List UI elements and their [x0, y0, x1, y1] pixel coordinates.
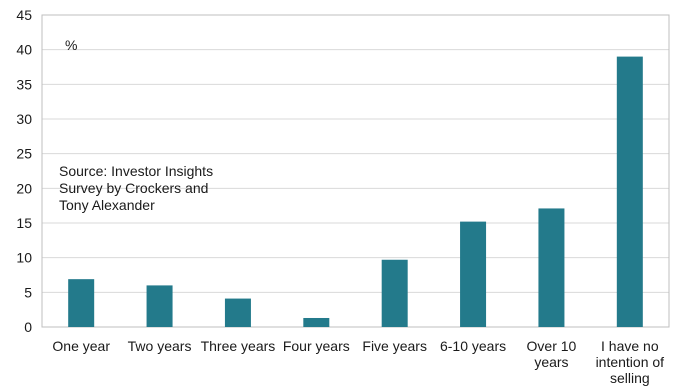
bar	[616, 56, 643, 327]
x-category-label: Four years	[283, 338, 350, 354]
plot-frame	[41, 14, 670, 328]
source-annotation: Source: Investor Insights Survey by Croc…	[59, 163, 214, 213]
bar	[381, 259, 408, 327]
y-axis-ticks: 0 5 10 15 20 25 30 35 40 45	[16, 7, 32, 335]
y-tick-label: 20	[16, 180, 32, 196]
bar	[538, 208, 565, 327]
y-axis-unit-label: %	[65, 37, 78, 53]
y-tick-label: 30	[16, 111, 32, 127]
y-tick-label: 10	[16, 250, 32, 266]
y-tick-label: 0	[24, 319, 32, 335]
bar	[68, 279, 95, 327]
x-category-label: I have no intention of selling	[596, 338, 665, 386]
bar	[224, 298, 251, 327]
x-category-label: Two years	[128, 338, 192, 354]
y-tick-label: 25	[16, 146, 32, 162]
bar	[146, 285, 173, 327]
bars	[68, 56, 643, 327]
y-tick-label: 35	[16, 76, 32, 92]
gridlines	[42, 49, 669, 293]
x-category-label: 6-10 years	[440, 338, 506, 354]
y-tick-label: 15	[16, 215, 32, 231]
x-axis-labels: One year Two years Three years Four years Fi…	[52, 338, 664, 386]
y-tick-label: 40	[16, 42, 32, 58]
bar	[303, 317, 330, 327]
x-category-label: Three years	[201, 338, 276, 354]
x-category-label: One year	[52, 338, 110, 354]
bar	[460, 221, 487, 327]
y-tick-label: 5	[24, 284, 32, 300]
x-category-label: Over 10 years	[527, 338, 577, 370]
x-category-label: Five years	[362, 338, 427, 354]
y-tick-label: 45	[16, 7, 32, 23]
